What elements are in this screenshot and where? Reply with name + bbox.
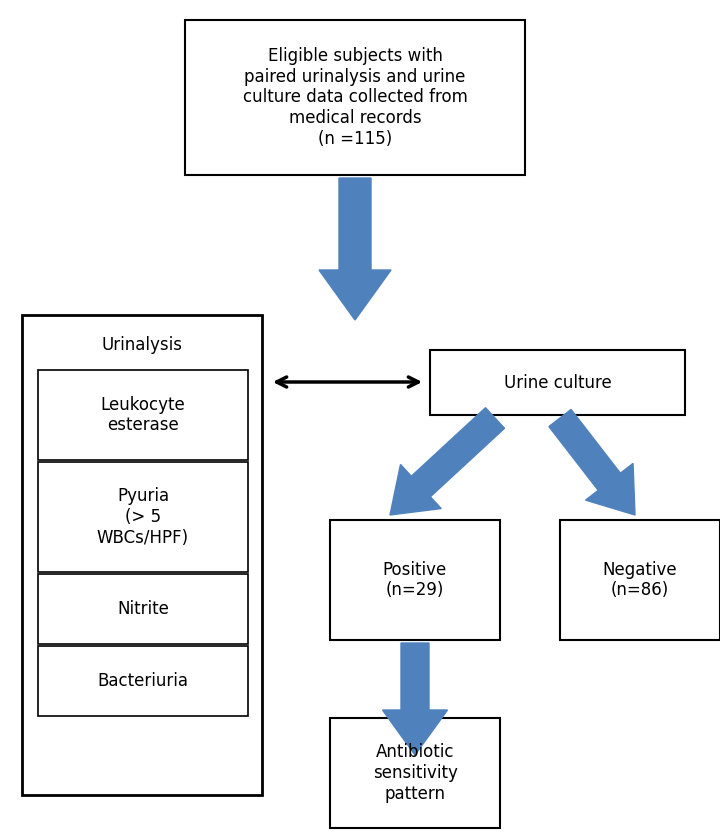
Text: Pyuria
(> 5
WBCs/HPF): Pyuria (> 5 WBCs/HPF) — [97, 487, 189, 547]
Bar — [38, 462, 248, 572]
Text: Nitrite: Nitrite — [117, 600, 169, 618]
Text: Leukocyte
esterase: Leukocyte esterase — [101, 396, 185, 434]
Text: Negative
(n=86): Negative (n=86) — [603, 560, 678, 600]
Text: Antibiotic
sensitivity
pattern: Antibiotic sensitivity pattern — [372, 743, 457, 803]
Polygon shape — [390, 407, 505, 515]
Bar — [330, 718, 500, 828]
Text: Positive
(n=29): Positive (n=29) — [383, 560, 447, 600]
Text: Urinalysis: Urinalysis — [102, 336, 182, 354]
Bar — [22, 315, 262, 795]
Text: Eligible subjects with
paired urinalysis and urine
culture data collected from
m: Eligible subjects with paired urinalysis… — [243, 47, 467, 148]
Polygon shape — [319, 178, 391, 320]
Text: Bacteriuria: Bacteriuria — [97, 672, 189, 690]
Polygon shape — [382, 643, 448, 755]
Bar — [38, 646, 248, 716]
Bar — [430, 350, 685, 415]
Polygon shape — [549, 409, 635, 515]
Bar — [185, 20, 525, 175]
Bar — [38, 574, 248, 644]
Bar — [38, 370, 248, 460]
Bar — [560, 520, 720, 640]
Bar — [330, 520, 500, 640]
Text: Urine culture: Urine culture — [503, 374, 611, 391]
